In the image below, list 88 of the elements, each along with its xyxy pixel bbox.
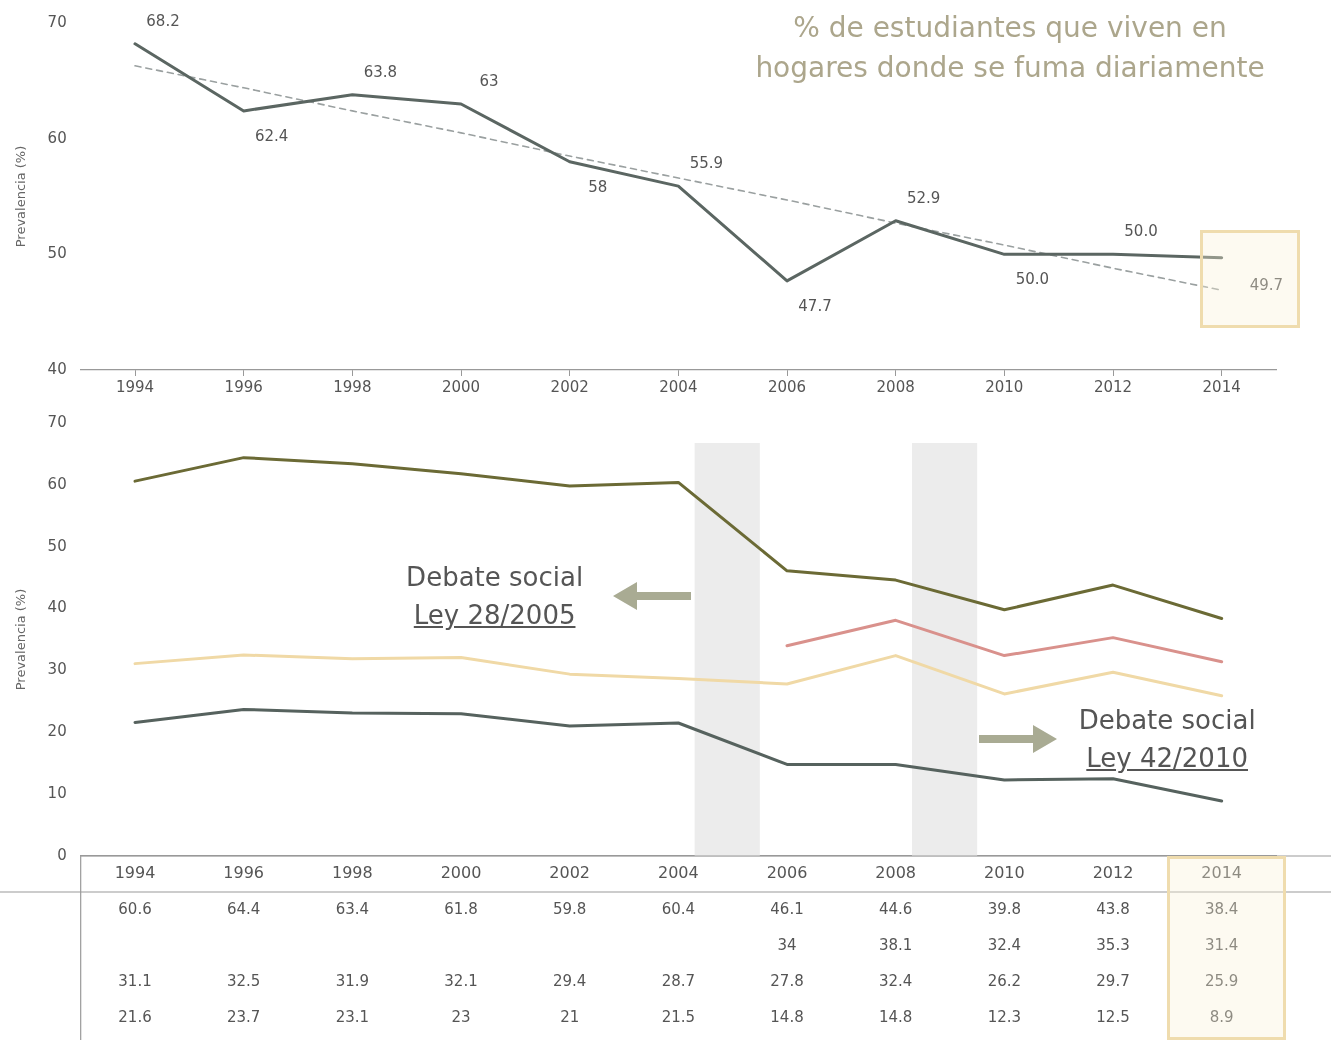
y-tick-label: 40 — [47, 359, 67, 378]
x-tick-label: 2006 — [766, 863, 808, 883]
data-label: 23.1 — [335, 1007, 370, 1026]
data-label: 35.3 — [1096, 935, 1130, 954]
data-label: 23.7 — [226, 1007, 261, 1026]
annotation: Debate social Ley 42/2010 — [1078, 704, 1256, 776]
x-tick-label: 2014 — [1202, 377, 1241, 396]
data-label: 32.4 — [987, 935, 1022, 954]
x-tick-label: 1994 — [114, 863, 156, 883]
data-label: 62.4 — [254, 126, 289, 145]
data-label: 8.9 — [1209, 1007, 1234, 1026]
x-tick-label: 2002 — [549, 863, 591, 883]
data-label: 21.5 — [661, 1007, 696, 1026]
data-label: 63 — [479, 71, 499, 90]
x-tick-label: 2002 — [550, 377, 589, 396]
x-tick-label: 2000 — [441, 377, 481, 396]
data-label: 23 — [451, 1007, 471, 1026]
x-tick-label: 1996 — [223, 863, 265, 883]
data-label: 14.8 — [770, 1007, 804, 1026]
y-tick-label: 50 — [47, 244, 67, 263]
y-axis-title: Prevalencia (%) — [13, 145, 29, 248]
data-label: 38.1 — [878, 935, 913, 954]
data-label: 29.4 — [552, 971, 587, 990]
x-tick-label: 2012 — [1092, 863, 1134, 883]
y-tick-label: 20 — [47, 722, 67, 741]
x-tick-label: 1998 — [331, 863, 373, 883]
y-axis-title: Prevalencia (%) — [13, 588, 29, 691]
data-label: 34 — [777, 935, 797, 954]
data-label: 32.5 — [226, 971, 261, 990]
y-tick-label: 10 — [47, 784, 67, 803]
data-label: 61.8 — [444, 899, 478, 918]
annotation: Debate social Ley 28/2005 — [406, 561, 584, 633]
data-label: 63.4 — [335, 899, 370, 918]
x-tick-label: 1996 — [224, 377, 263, 396]
data-label: 47.7 — [798, 296, 832, 315]
data-label: 26.2 — [987, 971, 1022, 990]
x-tick-label: 2012 — [1093, 377, 1133, 396]
y-tick-label: 50 — [47, 536, 67, 555]
data-label: 58 — [588, 177, 608, 196]
y-tick-label: 60 — [47, 474, 67, 493]
x-tick-label: 2008 — [875, 863, 917, 883]
y-tick-label: 40 — [47, 598, 67, 617]
data-label: 27.8 — [770, 971, 804, 990]
data-label: 12.3 — [987, 1007, 1022, 1026]
data-label: 43.8 — [1096, 899, 1130, 918]
data-label: 12.5 — [1096, 1007, 1130, 1026]
chart-title: % de estudiantes que viven en hogares donde se fuma diariamente — [754, 10, 1266, 86]
data-label: 59.8 — [552, 899, 587, 918]
y-tick-label: 70 — [47, 412, 67, 431]
data-label: 63.8 — [363, 62, 398, 81]
x-tick-label: 2004 — [659, 377, 698, 396]
data-label: 38.4 — [1204, 899, 1239, 918]
data-label: 60.6 — [118, 899, 152, 918]
data-label: 29.7 — [1096, 971, 1130, 990]
data-label: 32.1 — [444, 971, 478, 990]
data-label: 39.8 — [987, 899, 1022, 918]
y-tick-label: 30 — [47, 660, 67, 679]
data-label: 55.9 — [689, 153, 724, 172]
x-tick-label: 1998 — [333, 377, 372, 396]
data-label: 28.7 — [661, 971, 696, 990]
data-label: 25.9 — [1204, 971, 1239, 990]
y-tick-label: 0 — [57, 845, 67, 864]
data-label: 49.7 — [1249, 275, 1284, 294]
data-label: 60.4 — [661, 899, 696, 918]
x-tick-label: 2006 — [767, 377, 807, 396]
data-label: 64.4 — [226, 899, 261, 918]
data-label: 21 — [560, 1007, 580, 1026]
x-tick-label: 2010 — [985, 377, 1024, 396]
x-tick-label: 2010 — [983, 863, 1025, 883]
data-label: 32.4 — [878, 971, 913, 990]
x-tick-label: 1994 — [115, 377, 155, 396]
data-label: 21.6 — [118, 1007, 152, 1026]
x-tick-label: 2008 — [876, 377, 915, 396]
y-tick-label: 70 — [47, 12, 67, 31]
data-label: 31.9 — [335, 971, 370, 990]
data-label: 50.0 — [1124, 222, 1158, 241]
data-label: 68.2 — [146, 11, 180, 30]
y-tick-label: 60 — [47, 128, 67, 147]
data-label: 50.0 — [1015, 270, 1050, 289]
x-tick-label: 2000 — [440, 863, 482, 883]
data-label: 46.1 — [770, 899, 804, 918]
data-label: 14.8 — [878, 1007, 913, 1026]
data-label: 52.9 — [906, 188, 941, 207]
x-tick-label: 2014 — [1201, 863, 1243, 883]
x-tick-label: 2004 — [657, 863, 699, 883]
data-label: 44.6 — [878, 899, 913, 918]
data-label: 31.4 — [1204, 935, 1239, 954]
data-label: 31.1 — [118, 971, 152, 990]
